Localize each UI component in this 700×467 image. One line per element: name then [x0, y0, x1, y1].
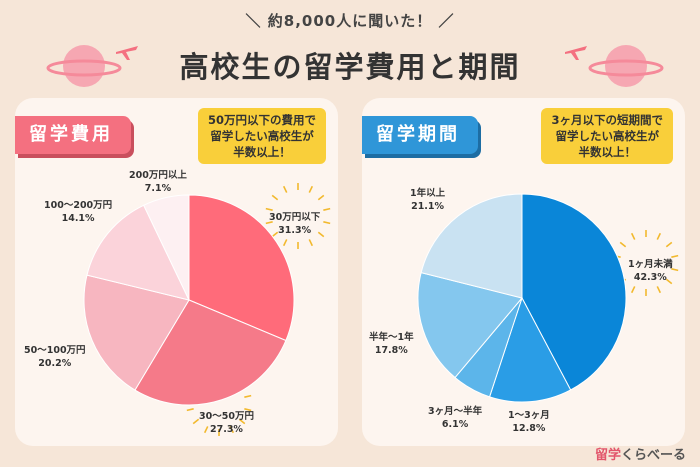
pie-slice [83, 274, 190, 391]
cost-note-bubble: 50万円以下の費用で 留学したい高校生が 半数以上！ [197, 108, 326, 164]
highlight-burst-ray [265, 221, 273, 225]
slice-label: 半年〜1年 17.8% [369, 331, 414, 357]
period-note-bubble: 3ヶ月以下の短期間で 留学したい高校生が 半数以上！ [541, 108, 673, 164]
pie-slice [420, 193, 523, 299]
highlight-burst-ray [308, 185, 314, 193]
cost-pie-chart [83, 183, 331, 436]
slice-label-name: 200万円以上 [129, 170, 187, 181]
period-pie-chart [417, 193, 679, 403]
highlight-burst-ray [317, 231, 325, 238]
period-chart-card: 留学期間 3ヶ月以下の短期間で 留学したい高校生が 半数以上！ 1ヶ月未満 42.… [362, 98, 685, 446]
highlight-burst-ray [282, 185, 288, 193]
cost-chart-card: 留学費用 50万円以下の費用で 留学したい高校生が 半数以上！ 30万円以下 31… [15, 98, 338, 446]
period-note-line: 留学したい高校生が [555, 129, 659, 143]
highlight-burst-ray [238, 418, 246, 425]
highlight-burst-ray [656, 232, 662, 240]
cost-note-line: 半数以上！ [233, 145, 291, 159]
highlight-burst-ray [271, 231, 279, 238]
slice-label-name: 1年以上 [410, 188, 446, 199]
highlight-burst-ray [229, 426, 235, 434]
slice-label-pct: 21.1% [411, 201, 445, 212]
slice-label-pct: 14.1% [61, 213, 95, 224]
slice-label: 30万円以下 31.3% [269, 211, 320, 237]
pie-slice [134, 299, 287, 406]
slice-label-name: 100〜200万円 [44, 200, 113, 211]
pie-slice [488, 296, 572, 403]
pie-slice [417, 272, 523, 379]
slice-label: 100〜200万円 14.1% [44, 199, 112, 225]
slice-label-name: 1ヶ月未満 [628, 259, 673, 270]
airplane-icon-right [565, 46, 587, 60]
highlight-burst-ray [271, 194, 279, 201]
slice-label-pct: 6.1% [441, 419, 469, 430]
highlight-burst-ray [282, 239, 288, 247]
cost-note-line: 50万円以下の費用で [207, 113, 316, 127]
slice-label: 200万円以上 7.1% [129, 169, 187, 195]
slice-label-pct: 42.3% [633, 272, 667, 283]
highlight-burst-ray [619, 241, 627, 248]
highlight-burst-ray [665, 278, 673, 285]
highlight-burst-ray [203, 426, 209, 434]
survey-caption: ＼ 約8,000人に聞いた！ ／ [245, 12, 455, 30]
highlight-burst-ray [265, 207, 273, 211]
pie-slice [188, 194, 295, 342]
slice-label-name: 1〜3ヶ月 [508, 410, 550, 421]
highlight-burst-ray [308, 239, 314, 247]
highlight-burst-ray [665, 241, 673, 248]
highlight-burst-ray [671, 254, 679, 258]
planet-decoration-right [588, 45, 664, 87]
slice-label-pct: 7.1% [144, 183, 172, 194]
brand-logo: 留学くらべーる [595, 444, 686, 463]
slice-label: 1年以上 21.1% [410, 187, 445, 213]
highlight-burst-ray [630, 286, 636, 294]
highlight-burst-ray [317, 194, 325, 201]
slice-label: 1ヶ月未満 42.3% [628, 258, 673, 284]
pie-slice [143, 194, 190, 301]
slice-label-name: 30〜50万円 [199, 411, 254, 422]
period-note-line: 半数以上！ [578, 145, 636, 159]
planet-decoration-left [46, 45, 122, 87]
slice-label-pct: 27.3% [209, 424, 243, 435]
slice-label-pct: 12.8% [512, 423, 546, 434]
highlight-burst-ray [323, 207, 331, 211]
highlight-burst-ray [244, 408, 252, 412]
pie-slice [521, 193, 627, 391]
main-title: 高校生の留学費用と期間 [179, 50, 521, 84]
brand-logo-part: 留学 [594, 448, 621, 463]
highlight-burst-ray [192, 418, 200, 425]
period-chart-title: 留学期間 [362, 116, 478, 154]
highlight-burst-ray [323, 221, 331, 225]
slice-label-pct: 31.3% [278, 225, 312, 236]
cost-note-line: 留学したい高校生が [210, 129, 314, 143]
highlight-burst-ray [671, 268, 679, 272]
airplane-icon-left [116, 46, 138, 60]
slice-label-name: 50〜100万円 [24, 345, 86, 356]
slice-label: 1〜3ヶ月 12.8% [508, 409, 550, 435]
highlight-burst-ray [244, 394, 252, 398]
highlight-burst-ray [630, 232, 636, 240]
slice-label-name: 半年〜1年 [369, 332, 414, 343]
slice-label: 3ヶ月〜半年 6.1% [428, 405, 482, 431]
period-note-line: 3ヶ月以下の短期間で [551, 113, 663, 127]
slice-label-pct: 20.2% [38, 358, 72, 369]
highlight-burst-ray [186, 408, 194, 412]
cost-chart-title: 留学費用 [15, 116, 131, 154]
highlight-burst-ray [656, 286, 662, 294]
slice-label: 30〜50万円 27.3% [199, 410, 254, 436]
slice-label-name: 3ヶ月〜半年 [428, 406, 483, 417]
slice-label-pct: 17.8% [374, 345, 408, 356]
slice-label-name: 30万円以下 [269, 212, 321, 223]
brand-logo-part: くらべーる [620, 448, 686, 463]
slice-label: 50〜100万円 20.2% [24, 344, 86, 370]
pie-slice [86, 204, 190, 301]
